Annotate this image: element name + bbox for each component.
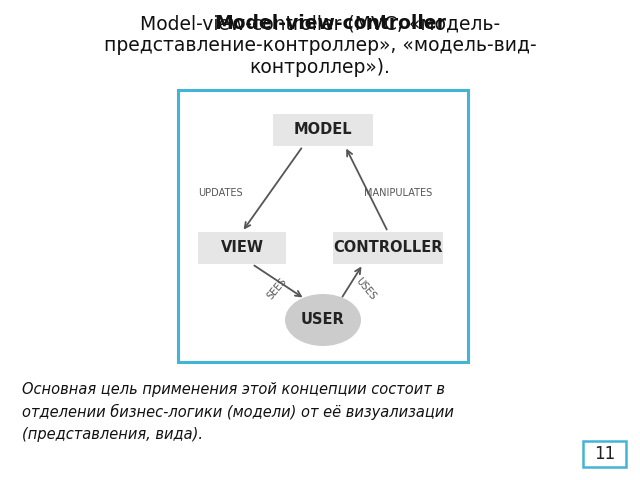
FancyBboxPatch shape: [333, 232, 443, 264]
FancyBboxPatch shape: [198, 232, 286, 264]
Text: CONTROLLER: CONTROLLER: [333, 240, 443, 255]
Text: VIEW: VIEW: [221, 240, 264, 255]
FancyBboxPatch shape: [583, 441, 626, 467]
Text: SEES: SEES: [266, 276, 289, 301]
FancyBboxPatch shape: [273, 114, 373, 146]
Text: Model-view-controller (MVC, «модель-: Model-view-controller (MVC, «модель-: [140, 14, 500, 33]
Text: 11: 11: [594, 445, 615, 463]
Text: USES: USES: [354, 276, 378, 302]
Text: MODEL: MODEL: [294, 122, 352, 137]
Text: USER: USER: [301, 312, 345, 327]
Text: контроллер»).: контроллер»).: [250, 58, 390, 77]
Text: Основная цель применения этой концепции состоит в
отделении бизнес-логики (модел: Основная цель применения этой концепции …: [22, 382, 454, 442]
Text: MANIPULATES: MANIPULATES: [364, 188, 432, 198]
Ellipse shape: [285, 294, 361, 346]
Text: UPDATES: UPDATES: [198, 188, 243, 198]
Text: Model-view-controller: Model-view-controller: [214, 14, 446, 33]
Text: представление-контроллер», «модель-вид-: представление-контроллер», «модель-вид-: [104, 36, 536, 55]
Bar: [178, 90, 468, 362]
